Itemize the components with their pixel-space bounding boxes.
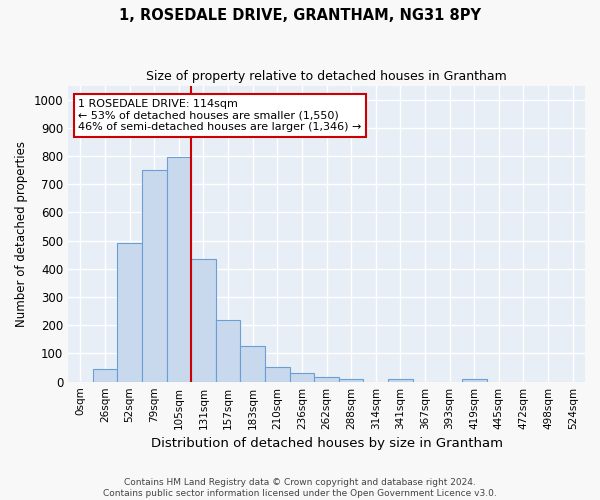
Text: Contains HM Land Registry data © Crown copyright and database right 2024.
Contai: Contains HM Land Registry data © Crown c…	[103, 478, 497, 498]
X-axis label: Distribution of detached houses by size in Grantham: Distribution of detached houses by size …	[151, 437, 503, 450]
Bar	[314, 376, 339, 382]
Bar	[167, 158, 191, 382]
Bar	[191, 259, 216, 382]
Bar	[265, 367, 290, 382]
Bar	[216, 320, 241, 382]
Title: Size of property relative to detached houses in Grantham: Size of property relative to detached ho…	[146, 70, 507, 83]
Text: 1 ROSEDALE DRIVE: 114sqm
← 53% of detached houses are smaller (1,550)
46% of sem: 1 ROSEDALE DRIVE: 114sqm ← 53% of detach…	[79, 99, 362, 132]
Bar	[388, 379, 413, 382]
Bar	[92, 369, 117, 382]
Bar	[142, 170, 167, 382]
Bar	[117, 244, 142, 382]
Bar	[339, 379, 364, 382]
Y-axis label: Number of detached properties: Number of detached properties	[15, 140, 28, 326]
Bar	[241, 346, 265, 382]
Bar	[290, 373, 314, 382]
Bar	[462, 379, 487, 382]
Text: 1, ROSEDALE DRIVE, GRANTHAM, NG31 8PY: 1, ROSEDALE DRIVE, GRANTHAM, NG31 8PY	[119, 8, 481, 22]
